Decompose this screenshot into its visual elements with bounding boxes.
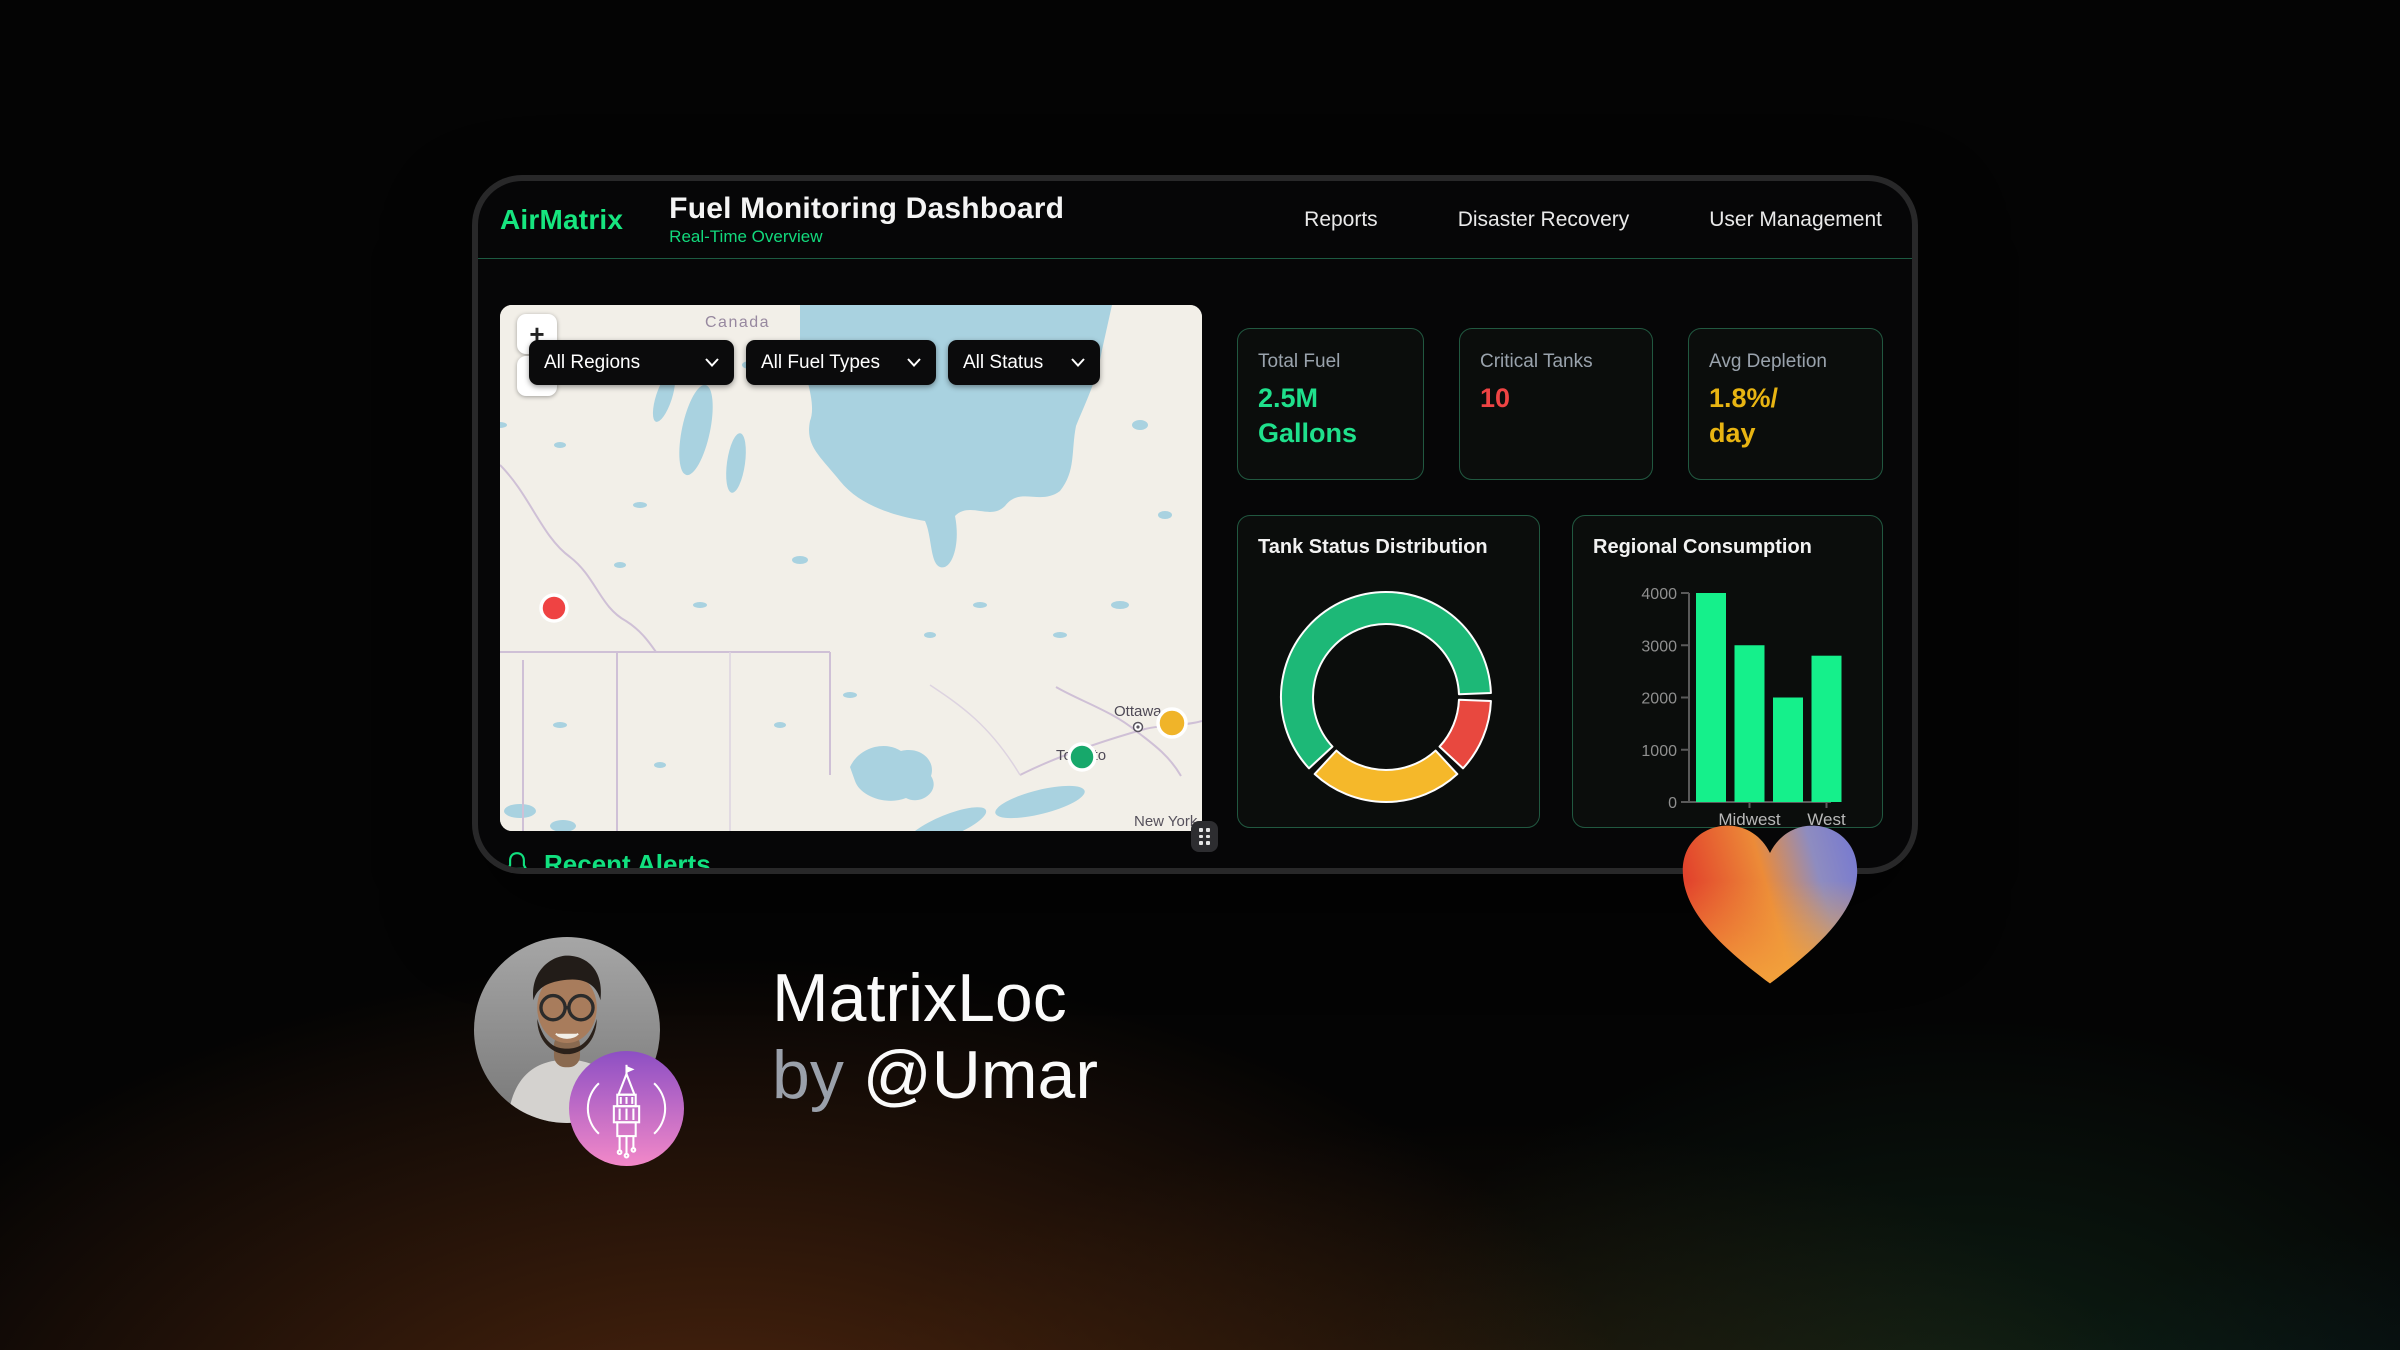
donut-segment-warning[interactable]: [1313, 749, 1459, 803]
status-filter-dropdown[interactable]: All Status: [948, 340, 1100, 385]
stat-label: Avg Depletion: [1709, 351, 1827, 372]
donut-segment-normal[interactable]: [1280, 590, 1492, 770]
stat-value: 1.8%/day: [1709, 383, 1779, 449]
bell-icon: [506, 851, 528, 868]
region-filter-dropdown[interactable]: All Regions: [529, 340, 734, 385]
main-nav: Reports Disaster Recovery User Managemen…: [1304, 208, 1882, 232]
chart-title: Regional Consumption: [1593, 536, 1812, 558]
fuel-type-filter-dropdown[interactable]: All Fuel Types: [746, 340, 936, 385]
tank-marker-warning[interactable]: [1156, 707, 1188, 739]
caption-title: MatrixLoc: [772, 960, 1067, 1036]
chevron-down-icon: [1071, 358, 1085, 367]
ottawa-city-marker: [1132, 721, 1144, 733]
bar-2[interactable]: [1773, 697, 1803, 803]
nav-item-reports[interactable]: Reports: [1304, 207, 1378, 231]
tank-marker-normal[interactable]: [1067, 742, 1097, 772]
regional-consumption-card: Regional Consumption 0 1000 2000 3000 4000 Mi…: [1572, 515, 1884, 829]
tank-status-card: Tank Status Distribution: [1237, 515, 1540, 828]
stat-value: 2.5M Gallons: [1258, 383, 1358, 449]
stats-row: Total Fuel 2.5M Gallons Critical Tanks 10…: [1237, 328, 1883, 480]
map-label-canada: Canada: [705, 314, 770, 331]
heart-icon: [1672, 816, 1868, 999]
drag-handle[interactable]: [1191, 821, 1218, 852]
stat-value: 10: [1480, 383, 1511, 413]
region-filter-label: All Regions: [544, 351, 641, 373]
map-boundaries-light: [729, 652, 1021, 831]
x-axis-tick-label: West: [1807, 810, 1846, 829]
donut-segment-critical[interactable]: [1438, 698, 1492, 770]
y-axis-tick-label: 1000: [1641, 743, 1677, 760]
fuel-type-filter-label: All Fuel Types: [761, 351, 880, 373]
map-label-newyork: New York: [1134, 813, 1198, 830]
tank-marker-critical[interactable]: [539, 593, 569, 623]
dashboard-window: AirMatrix Fuel Monitoring Dashboard Real…: [478, 181, 1912, 868]
y-axis-tick-label: 0: [1668, 795, 1677, 812]
stat-label: Critical Tanks: [1480, 351, 1593, 372]
stat-card-total-fuel: Total Fuel 2.5M Gallons: [1237, 328, 1424, 480]
stat-card-critical-tanks: Critical Tanks 10: [1459, 328, 1653, 480]
bar-3[interactable]: [1811, 655, 1842, 802]
chart-title: Tank Status Distribution: [1258, 536, 1488, 558]
map-panel[interactable]: Canada Ottawa Toronto New York + − All R…: [500, 305, 1202, 831]
y-axis-tick-label: 3000: [1641, 638, 1677, 655]
donut-chart[interactable]: [1255, 569, 1517, 825]
y-axis-tick-label: 4000: [1641, 586, 1677, 603]
status-filter-label: All Status: [963, 351, 1044, 373]
x-axis-tick-label: Midwest: [1718, 810, 1781, 829]
caption-byline-handle: @Umar: [862, 1037, 1098, 1113]
map-svg[interactable]: Canada Ottawa Toronto New York: [500, 305, 1202, 831]
app-header: AirMatrix Fuel Monitoring Dashboard Real…: [478, 181, 1912, 259]
badge-logo: [569, 1051, 684, 1171]
stat-label: Total Fuel: [1258, 351, 1341, 372]
alerts-title: Recent Alerts: [544, 849, 711, 868]
y-axis-tick-label: 2000: [1641, 691, 1677, 708]
bar-chart[interactable]: 0 1000 2000 3000 4000 Midwest West: [1573, 516, 1884, 829]
chevron-down-icon: [705, 358, 719, 367]
nav-item-disaster-recovery[interactable]: Disaster Recovery: [1457, 207, 1630, 231]
map-filter-bar: All Regions All Fuel Types All Status: [529, 340, 1100, 385]
caption: MatrixLoc by @Umar: [772, 960, 1098, 1114]
grip-dots-icon: [1199, 828, 1210, 845]
recent-alerts-section: Recent Alerts: [504, 849, 711, 868]
map-label-ottawa: Ottawa: [1114, 703, 1162, 720]
nav-item-user-management[interactable]: User Management: [1709, 207, 1882, 231]
page-title: Fuel Monitoring Dashboard: [669, 192, 1065, 226]
brand-logo: AirMatrix: [500, 203, 624, 235]
page-subtitle: Real-Time Overview: [669, 227, 823, 247]
bar-1[interactable]: [1734, 645, 1765, 802]
caption-byline-prefix: by: [772, 1037, 844, 1113]
bar-0[interactable]: [1696, 593, 1726, 802]
chevron-down-icon: [907, 358, 921, 367]
stat-card-avg-depletion: Avg Depletion 1.8%/day: [1688, 328, 1883, 480]
